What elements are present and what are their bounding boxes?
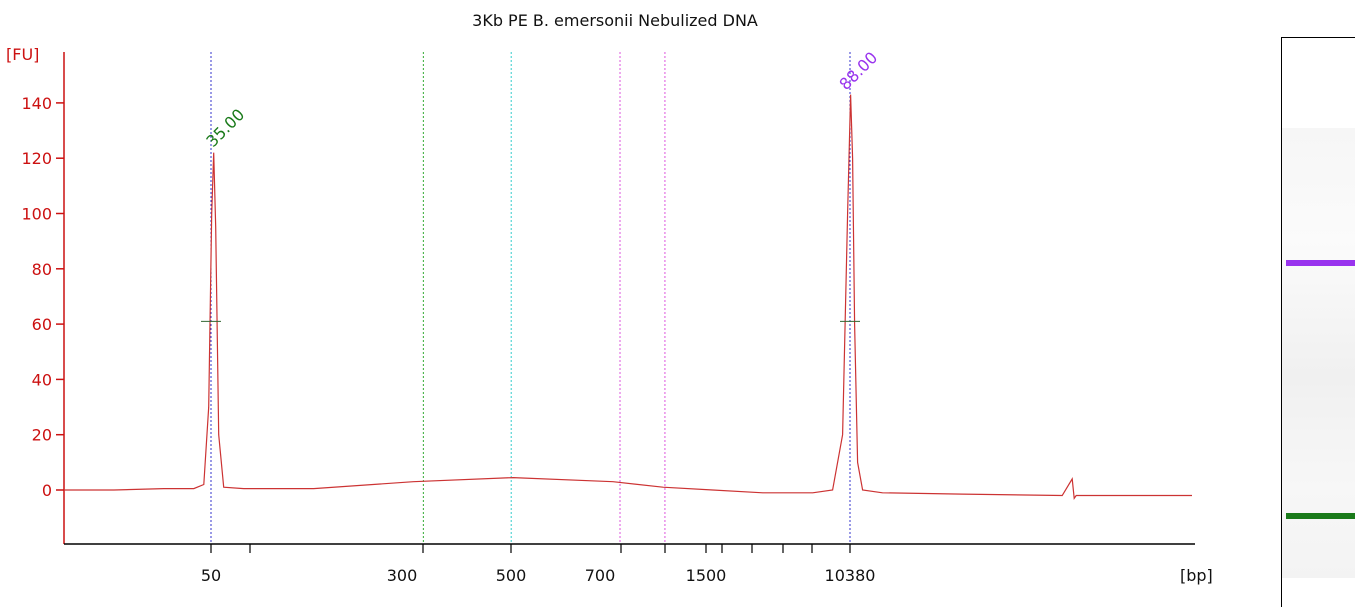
peak-label: 88.00 xyxy=(835,48,881,94)
y-tick-label: 100 xyxy=(21,205,52,224)
lower-marker-band xyxy=(1286,513,1355,519)
region-markers xyxy=(210,52,851,544)
y-tick-label: 40 xyxy=(32,370,52,389)
gel-image xyxy=(1281,37,1355,607)
peak-labels: 35.00 88.00 xyxy=(202,48,881,151)
trace-group xyxy=(64,94,1192,500)
y-ticks: 0 20 40 60 80 100 120 140 xyxy=(21,94,64,500)
trace-line xyxy=(64,94,1192,500)
upper-marker-band xyxy=(1286,260,1355,266)
x-tick-label: 700 xyxy=(585,566,616,585)
y-tick-label: 120 xyxy=(21,149,52,168)
y-tick-label: 60 xyxy=(32,315,52,334)
peak-label: 35.00 xyxy=(202,105,248,151)
chart-title: 3Kb PE B. emersonii Nebulized DNA xyxy=(472,11,758,30)
y-tick-label: 20 xyxy=(32,426,52,445)
x-axis-unit: [bp] xyxy=(1180,566,1213,585)
axes xyxy=(63,52,1195,545)
y-tick-label: 80 xyxy=(32,260,52,279)
x-tick-label: 10380 xyxy=(825,566,876,585)
y-tick-label: 140 xyxy=(21,94,52,113)
x-tick-label: 500 xyxy=(496,566,527,585)
electropherogram-chart: 3Kb PE B. emersonii Nebulized DNA [FU] [… xyxy=(6,11,1213,585)
y-tick-label: 0 xyxy=(42,481,52,500)
x-tick-label: 300 xyxy=(387,566,418,585)
x-tick-label: 1500 xyxy=(686,566,727,585)
y-axis-unit: [FU] xyxy=(6,45,39,64)
x-ticks: 50 300 500 700 1500 10380 xyxy=(201,544,876,585)
x-tick-label: 50 xyxy=(201,566,221,585)
gel-lane xyxy=(1282,128,1355,578)
